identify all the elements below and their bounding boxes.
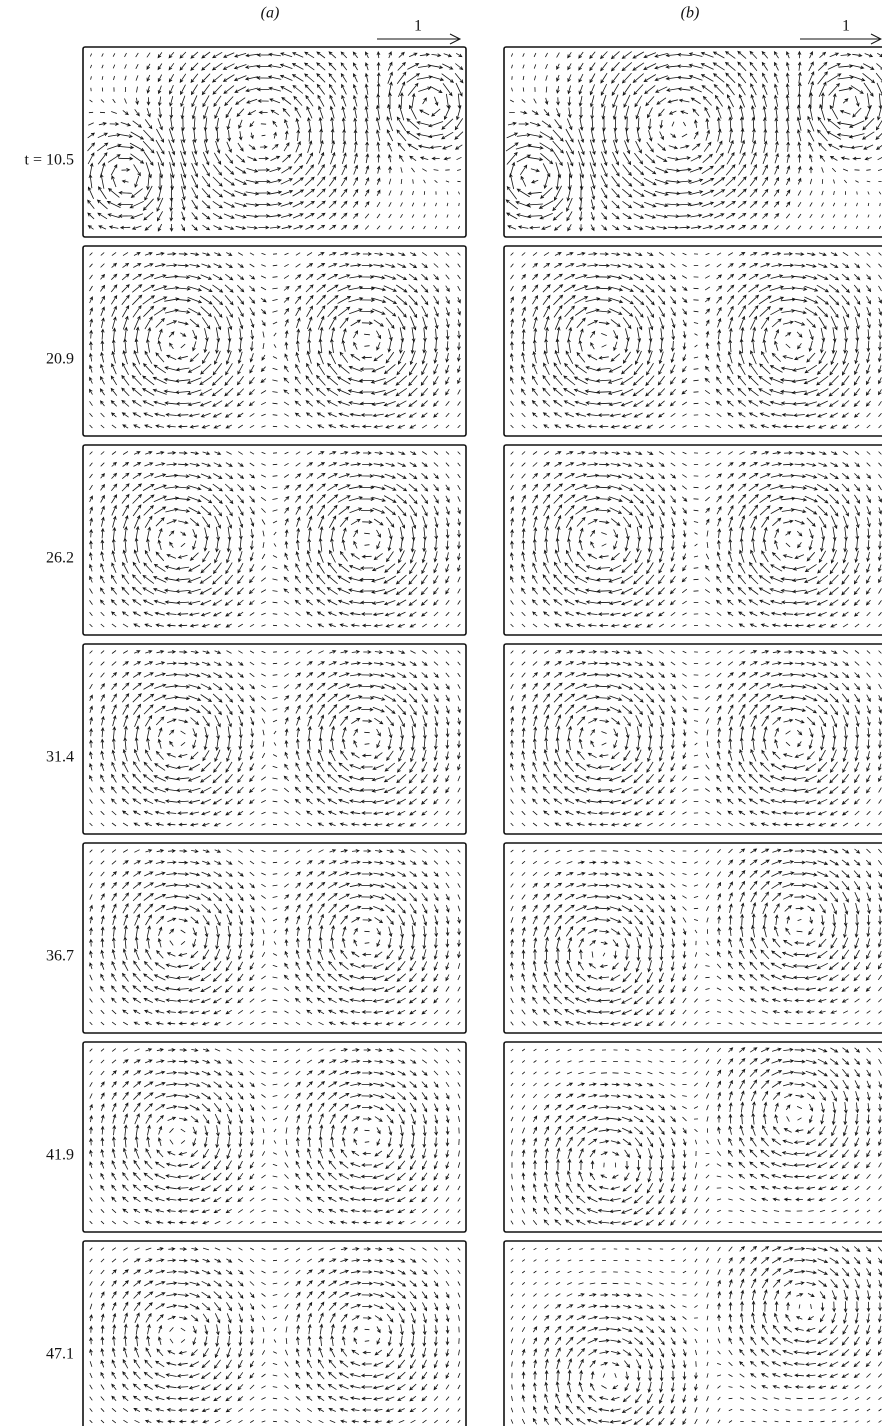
vector-field [511, 1247, 882, 1425]
row-label: 47.1 [46, 1346, 74, 1363]
vector-field [90, 1049, 461, 1225]
vector-field [89, 252, 460, 428]
panel-label: (a) [261, 5, 280, 22]
vector-field [90, 849, 461, 1025]
row-label: 41.9 [46, 1147, 74, 1164]
figure: (a) (b) 1 1 t = 10.5 20.9 26.2 31.4 36.7 41.9… [0, 0, 882, 1426]
vector-field [89, 650, 460, 826]
panel-frame [504, 843, 882, 1033]
row-label: 31.4 [46, 749, 74, 766]
vector-field [510, 451, 881, 627]
vector-field [510, 252, 881, 428]
scale-label: 1 [842, 18, 850, 35]
panel-frame [83, 47, 466, 237]
row-label: t = 10.5 [25, 152, 74, 169]
vector-field [511, 849, 882, 1026]
scale-arrow [377, 34, 460, 44]
vector-field [88, 52, 464, 231]
row-label: 20.9 [46, 351, 74, 368]
scale-arrow [800, 34, 881, 44]
vector-field [90, 1248, 461, 1424]
vector-field [510, 650, 881, 826]
vector-field [506, 51, 882, 230]
panel-frame [504, 47, 882, 237]
row-label: 26.2 [46, 550, 74, 567]
panel-label: (b) [681, 5, 700, 22]
vector-field [89, 451, 460, 627]
row-label: 36.7 [46, 948, 74, 965]
scale-label: 1 [414, 18, 422, 35]
vector-field [511, 1048, 882, 1226]
